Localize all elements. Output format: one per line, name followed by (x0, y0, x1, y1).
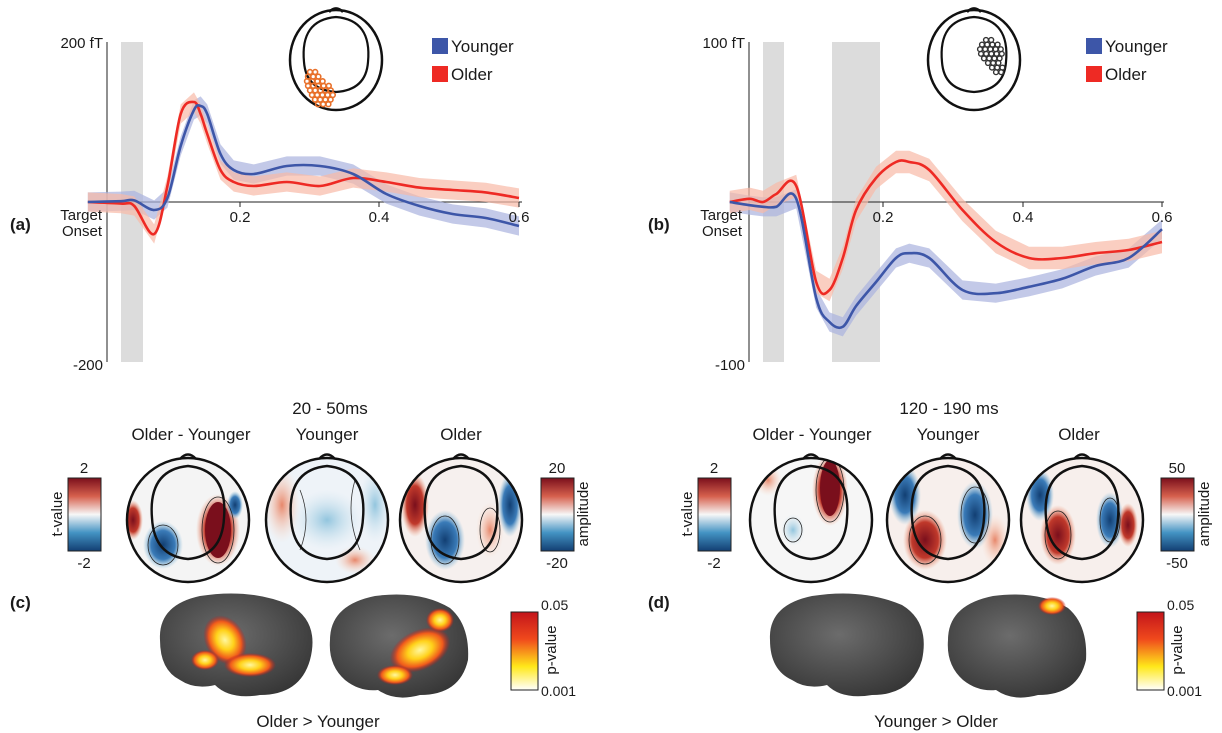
panel-c-tvalue-min: -2 (77, 555, 90, 572)
panel-c-topomap-older (398, 453, 524, 584)
panel-c-topomap-diff (125, 453, 251, 584)
panel-a-line-older (87, 100, 520, 236)
panel-a-ymin-label: -200 (73, 357, 103, 374)
panel-c-brain-left (159, 593, 313, 697)
panel-d-pval-min: 0.001 (1167, 683, 1202, 699)
panel-b-legend-older: Older (1105, 65, 1147, 84)
sensor-marker (325, 100, 332, 108)
panel-c-amp-label: amplitude (575, 481, 592, 546)
panel-d-tvalue-min: -2 (707, 555, 720, 572)
panel-a-line-younger (87, 103, 520, 228)
panel-d-map-title: Older (1058, 425, 1100, 444)
panel-d: 120 - 190 ms Older - Younger Younger Old… (648, 399, 1213, 731)
panel-d-window-title: 120 - 190 ms (899, 399, 998, 418)
panel-a-sensor-cluster (303, 68, 336, 108)
panel-a-xtick-label: 0.6 (509, 209, 530, 226)
panel-c-amp-min: -20 (546, 555, 568, 572)
panel-d-label: (d) (648, 593, 670, 612)
panel-c-contrast: Older > Younger (256, 712, 380, 731)
sensor-marker (998, 69, 1005, 76)
panel-d-topomap-younger (885, 453, 1011, 584)
panel-d-pvalue-colorbar (1136, 611, 1165, 691)
panel-c-map-title: Older - Younger (131, 425, 250, 444)
panel-c-topomap-younger (264, 453, 390, 584)
panel-c-pval-min: 0.001 (541, 683, 576, 699)
panel-c-tvalue-label: t-value (49, 491, 66, 536)
panel-a-label: (a) (10, 215, 31, 234)
panel-c-pval-max: 0.05 (541, 597, 568, 613)
panel-a-onset-label: Onset (62, 223, 103, 240)
panel-d-amp-label: amplitude (1196, 481, 1213, 546)
panel-c: 20 - 50ms Older - Younger Younger Older … (10, 399, 592, 731)
panel-a-xtick-label: 0.2 (230, 209, 251, 226)
panel-b-onset-label: Onset (702, 223, 743, 240)
panel-b-xtick-label: 0.4 (1013, 209, 1034, 226)
panel-c-map-title: Older (440, 425, 482, 444)
panel-b-ymax-label: 100 fT (702, 35, 745, 52)
panel-c-pvalue-colorbar (510, 611, 539, 691)
panel-b-ymin-label: -100 (715, 357, 745, 374)
panel-b-band-older (729, 150, 1162, 302)
panel-d-amp-min: -50 (1166, 555, 1188, 572)
panel-c-tvalue-colorbar (67, 477, 102, 552)
panel-a-sensor-head (288, 7, 384, 112)
panel-c-amp-max: 20 (549, 460, 566, 477)
panel-c-amplitude-colorbar (540, 477, 575, 552)
panel-d-pval-max: 0.05 (1167, 597, 1194, 613)
panel-c-map-title: Younger (296, 425, 359, 444)
panel-d-map-title: Younger (917, 425, 980, 444)
panel-d-pval-label: p-value (1169, 625, 1186, 674)
panel-b-line-older (729, 159, 1163, 296)
panel-b-line-younger (729, 192, 1163, 330)
panel-b: 0.2 0.4 0.6 100 fT -100 Target Onset (b)… (648, 7, 1173, 374)
panel-b-legend-younger-swatch (1086, 38, 1102, 54)
panel-b-sensor-head (926, 7, 1022, 112)
panel-d-tvalue-max: 2 (710, 460, 718, 477)
panel-a-legend-older: Older (451, 65, 493, 84)
panel-a-xtick-label: 0.4 (369, 209, 390, 226)
panel-d-contrast: Younger > Older (874, 712, 998, 731)
panel-c-pval-label: p-value (543, 625, 560, 674)
panel-d-tvalue-colorbar (697, 477, 732, 552)
panel-b-label: (b) (648, 215, 670, 234)
panel-a-ymax-label: 200 fT (60, 35, 103, 52)
panel-d-tvalue-label: t-value (679, 491, 696, 536)
panel-d-brain-left (769, 593, 924, 697)
panel-c-brain-right (329, 594, 469, 698)
panel-a-onset-label: Target (60, 207, 103, 224)
panel-b-lines (729, 159, 1163, 330)
panel-b-error-bands (729, 150, 1162, 337)
panel-b-sensor-cluster (976, 36, 1006, 76)
panel-d-amplitude-colorbar (1160, 477, 1195, 552)
panel-a-error-bands (87, 92, 519, 244)
panel-b-xtick-label: 0.2 (873, 209, 894, 226)
panel-b-legend-older-swatch (1086, 66, 1102, 82)
panel-d-topomap-older (1019, 453, 1145, 584)
panel-b-legend-younger: Younger (1105, 37, 1168, 56)
panel-a-legend-younger: Younger (451, 37, 514, 56)
panel-b-xtick-label: 0.6 (1152, 209, 1173, 226)
panel-d-amp-max: 50 (1169, 460, 1186, 477)
panel-c-label: (c) (10, 593, 31, 612)
panel-d-topomap-diff (748, 453, 874, 584)
panel-a-lines (87, 100, 520, 236)
sensor-marker (998, 50, 1005, 57)
panel-d-brain-right (947, 594, 1087, 698)
panel-c-tvalue-max: 2 (80, 460, 88, 477)
panel-a: 0.2 0.4 0.6 200 fT -200 Target Onset (a)… (10, 7, 530, 374)
panel-a-legend-older-swatch (432, 66, 448, 82)
panel-a-legend-younger-swatch (432, 38, 448, 54)
panel-c-window-title: 20 - 50ms (292, 399, 368, 418)
panel-d-map-title: Older - Younger (752, 425, 871, 444)
panel-b-onset-label: Target (700, 207, 743, 224)
